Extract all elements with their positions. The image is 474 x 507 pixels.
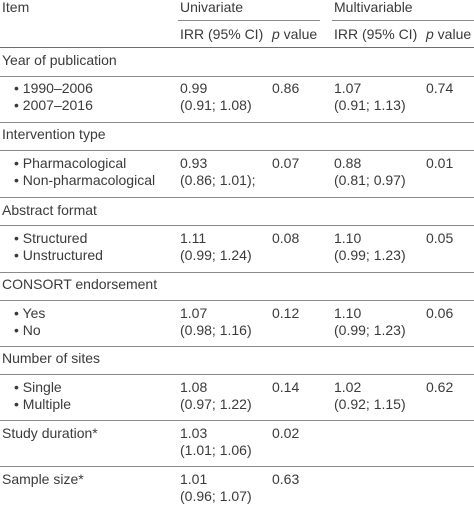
- uni-ci: (0.97; 1.22): [180, 396, 252, 412]
- group-title: Intervention type: [2, 126, 106, 142]
- multi-irr: 1.07: [334, 80, 362, 96]
- row-rule: [0, 374, 474, 375]
- level-label: 1990–2006: [14, 80, 93, 97]
- group-title: Abstract format: [2, 202, 97, 218]
- uni-irr: 1.08: [180, 379, 208, 395]
- multi-p: 0.62: [426, 379, 454, 395]
- row-rule: [0, 225, 474, 226]
- row-rule: [0, 420, 474, 421]
- level-label: Unstructured: [14, 247, 103, 264]
- multi-ci: (0.91; 1.13): [334, 97, 406, 113]
- row-rule: [0, 76, 474, 77]
- level-label: Yes: [14, 305, 46, 322]
- row-rule: [0, 466, 474, 467]
- header-multi-irr: IRR (95% CI): [334, 26, 418, 42]
- uni-ci: (0.98; 1.16): [180, 322, 252, 338]
- uni-irr: 0.99: [180, 80, 208, 96]
- row-rule: [0, 272, 474, 273]
- multi-ci: (0.99; 1.23): [334, 247, 406, 263]
- header-uni-p: p value: [272, 26, 318, 42]
- uni-irr: 1.01: [180, 471, 208, 487]
- row-title: Study duration*: [2, 425, 98, 441]
- uni-ci: (0.96; 1.07): [180, 488, 252, 504]
- multi-irr: 1.10: [334, 230, 362, 246]
- multi-irr: 1.02: [334, 379, 362, 395]
- level-label: 2007–2016: [14, 97, 93, 114]
- header-multivariable: Multivariable: [334, 0, 413, 15]
- level-label: Structured: [14, 230, 88, 247]
- univariate-underline: [178, 20, 320, 21]
- row-rule: [0, 197, 474, 198]
- uni-irr: 1.07: [180, 305, 208, 321]
- multi-irr: 1.10: [334, 305, 362, 321]
- level-label: No: [14, 322, 41, 339]
- uni-p: 0.63: [272, 471, 300, 487]
- multivariable-underline: [332, 20, 474, 21]
- row-rule: [0, 122, 474, 123]
- row-rule: [0, 346, 474, 347]
- group-title: Number of sites: [2, 350, 101, 366]
- multi-p: 0.74: [426, 80, 454, 96]
- level-label: Multiple: [14, 396, 71, 413]
- row-title: Sample size*: [2, 471, 84, 487]
- header-uni-irr: IRR (95% CI): [180, 26, 264, 42]
- group-title: Year of publication: [2, 52, 117, 68]
- uni-irr: 1.03: [180, 425, 208, 441]
- header-multi-p: p value: [426, 26, 472, 42]
- level-label: Pharmacological: [14, 155, 127, 172]
- uni-ci: (0.86; 1.01);: [180, 172, 256, 188]
- multi-p: 0.05: [426, 230, 454, 246]
- header-item: Item: [2, 0, 30, 15]
- uni-irr: 1.11: [180, 230, 207, 246]
- group-title: CONSORT endorsement: [2, 276, 158, 292]
- uni-ci: (0.91; 1.08): [180, 97, 252, 113]
- multi-irr: 0.88: [334, 155, 362, 171]
- level-label: Non-pharmacological: [14, 172, 155, 189]
- uni-ci: (0.99; 1.24): [180, 247, 252, 263]
- multi-p: 0.01: [426, 155, 454, 171]
- uni-p: 0.07: [272, 155, 300, 171]
- header-univariate: Univariate: [180, 0, 244, 15]
- multi-p: 0.06: [426, 305, 454, 321]
- uni-ci: (1.01; 1.06): [180, 442, 252, 458]
- uni-irr: 0.93: [180, 155, 208, 171]
- row-rule: [0, 150, 474, 151]
- header-rule: [0, 47, 474, 48]
- level-label: Single: [14, 379, 62, 396]
- multi-ci: (0.99; 1.23): [334, 322, 406, 338]
- uni-p: 0.02: [272, 425, 300, 441]
- uni-p: 0.86: [272, 80, 300, 96]
- uni-p: 0.12: [272, 305, 300, 321]
- uni-p: 0.14: [272, 379, 300, 395]
- row-rule: [0, 300, 474, 301]
- multi-ci: (0.92; 1.15): [334, 396, 406, 412]
- uni-p: 0.08: [272, 230, 300, 246]
- multi-ci: (0.81; 0.97): [334, 172, 406, 188]
